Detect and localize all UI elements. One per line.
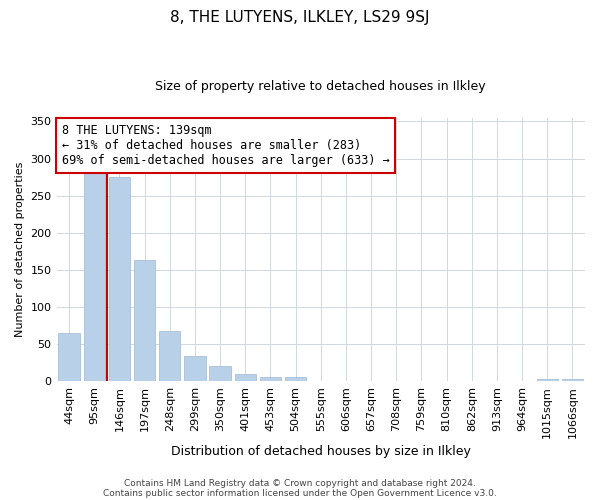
- Y-axis label: Number of detached properties: Number of detached properties: [15, 162, 25, 337]
- Bar: [83, 172, 105, 381]
- Bar: [109, 177, 130, 381]
- Bar: [260, 377, 281, 381]
- Text: Contains HM Land Registry data © Crown copyright and database right 2024.: Contains HM Land Registry data © Crown c…: [124, 478, 476, 488]
- Title: Size of property relative to detached houses in Ilkley: Size of property relative to detached ho…: [155, 80, 486, 93]
- Bar: [159, 330, 181, 381]
- Bar: [536, 380, 558, 381]
- Text: 8 THE LUTYENS: 139sqm
← 31% of detached houses are smaller (283)
69% of semi-det: 8 THE LUTYENS: 139sqm ← 31% of detached …: [62, 124, 389, 168]
- Bar: [562, 380, 583, 381]
- X-axis label: Distribution of detached houses by size in Ilkley: Distribution of detached houses by size …: [171, 444, 471, 458]
- Bar: [285, 377, 307, 381]
- Bar: [209, 366, 231, 381]
- Bar: [134, 260, 155, 381]
- Text: 8, THE LUTYENS, ILKLEY, LS29 9SJ: 8, THE LUTYENS, ILKLEY, LS29 9SJ: [170, 10, 430, 25]
- Text: Contains public sector information licensed under the Open Government Licence v3: Contains public sector information licen…: [103, 488, 497, 498]
- Bar: [184, 356, 206, 381]
- Bar: [58, 333, 80, 381]
- Bar: [235, 374, 256, 381]
